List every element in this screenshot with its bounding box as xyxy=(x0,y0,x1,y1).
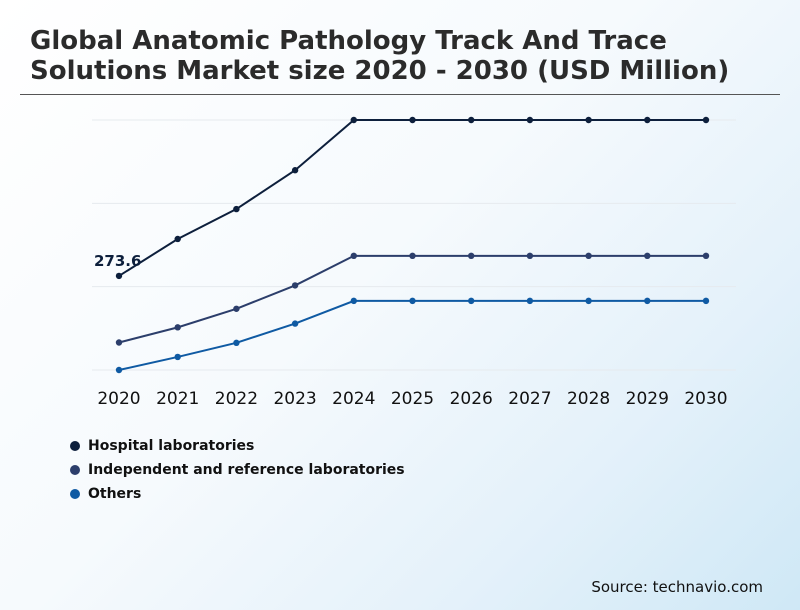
data-point-hospital xyxy=(115,272,123,280)
data-point-hospital xyxy=(409,116,416,124)
data-point-others xyxy=(526,297,534,305)
x-tick-label: 2028 xyxy=(567,389,610,409)
x-tick-label: 2026 xyxy=(450,389,493,409)
data-point-others xyxy=(585,297,592,305)
legend-item-others: Others xyxy=(70,482,405,506)
data-point-others xyxy=(350,297,357,305)
data-point-others xyxy=(468,297,475,305)
data-point-others xyxy=(233,339,240,347)
legend-label-hospital: Hospital laboratories xyxy=(88,438,255,454)
line-chart: 2020 2021 2022 2023 2024 2025 2026 2027 2028 2029… xyxy=(92,116,736,409)
data-point-hospital xyxy=(468,116,475,124)
legend-item-independent: Independent and reference laboratories xyxy=(70,458,405,482)
legend-marker-others xyxy=(70,489,80,499)
data-point-independent xyxy=(409,252,416,260)
data-point-independent xyxy=(174,324,181,331)
data-point-independent xyxy=(468,252,475,260)
chart-title: Global Anatomic Pathology Track And Trac… xyxy=(30,26,730,86)
data-point-independent xyxy=(233,305,240,312)
data-point-hospital xyxy=(585,116,592,124)
x-tick-label: 2021 xyxy=(156,389,199,409)
data-point-hospital xyxy=(526,116,534,124)
x-tick-label: 2029 xyxy=(626,389,669,409)
x-tick-label: 2022 xyxy=(215,389,258,409)
data-point-independent xyxy=(350,252,357,260)
data-point-others xyxy=(291,320,299,327)
legend-item-hospital: Hospital laboratories xyxy=(70,434,405,458)
data-point-hospital xyxy=(174,235,181,243)
x-tick-label: 2024 xyxy=(332,389,375,409)
data-point-independent xyxy=(526,252,534,260)
data-point-hospital xyxy=(291,167,299,174)
data-point-independent xyxy=(115,339,123,346)
data-label: 273.6 xyxy=(94,252,141,270)
source-credit: Source: technavio.com xyxy=(591,578,763,596)
x-tick-label: 2030 xyxy=(684,389,727,409)
legend-label-independent: Independent and reference laboratories xyxy=(88,462,405,478)
legend: Hospital laboratories Independent and re… xyxy=(70,434,405,506)
legend-marker-hospital xyxy=(70,441,80,451)
data-point-hospital xyxy=(644,116,651,124)
x-tick-label: 2023 xyxy=(273,389,316,409)
x-tick-label: 2020 xyxy=(97,389,140,409)
data-point-independent xyxy=(702,252,710,260)
data-point-independent xyxy=(291,282,299,289)
data-point-independent xyxy=(644,252,651,260)
data-point-others xyxy=(644,297,651,305)
series-line-others xyxy=(118,299,706,371)
title-divider xyxy=(20,94,780,95)
series-line-hospital xyxy=(118,119,706,277)
data-point-others xyxy=(174,353,181,361)
data-point-hospital xyxy=(702,116,710,124)
data-point-others xyxy=(702,297,710,305)
x-tick-label: 2025 xyxy=(391,389,434,409)
legend-marker-independent xyxy=(70,465,80,475)
data-point-independent xyxy=(585,252,592,260)
data-point-hospital xyxy=(350,116,357,124)
legend-label-others: Others xyxy=(88,486,142,502)
data-point-hospital xyxy=(233,205,240,213)
x-tick-label: 2027 xyxy=(508,389,551,409)
data-point-others xyxy=(409,297,416,305)
data-point-others xyxy=(115,366,123,374)
